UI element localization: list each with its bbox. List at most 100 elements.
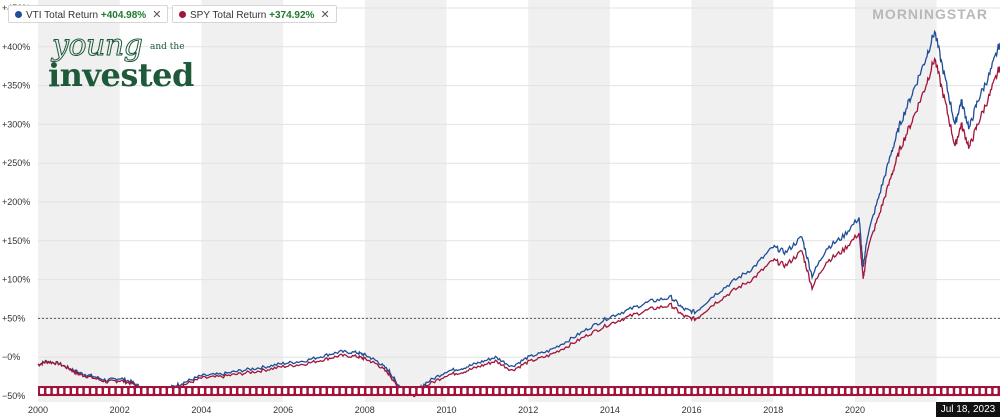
event-marker <box>436 388 441 394</box>
y-tick-label: −50% <box>2 391 25 401</box>
event-marker <box>513 388 518 394</box>
event-marker <box>782 388 787 394</box>
event-marker <box>200 388 204 394</box>
morningstar-brand: MORNINGSTAR <box>872 6 988 22</box>
event-marker <box>788 388 793 394</box>
event-marker <box>948 388 953 394</box>
y-tick-label: +200% <box>2 197 30 207</box>
event-marker <box>91 388 96 394</box>
event-marker <box>808 388 812 394</box>
event-marker <box>385 388 390 394</box>
event-marker <box>558 388 563 394</box>
event-marker <box>321 388 326 394</box>
y-tick-label: +350% <box>2 81 30 91</box>
event-marker <box>424 388 428 394</box>
event-marker <box>552 388 556 394</box>
event-marker <box>449 388 454 394</box>
legend-item-vti[interactable]: VTI Total Return +404.98% ✕ <box>8 5 169 23</box>
event-marker <box>507 388 512 394</box>
legend-spy-name: SPY Total Return <box>190 10 267 21</box>
event-marker <box>475 388 480 394</box>
event-marker <box>974 388 979 394</box>
event-marker <box>97 388 102 394</box>
event-marker <box>820 388 825 394</box>
event-marker <box>840 388 844 394</box>
event-marker <box>846 388 851 394</box>
event-marker <box>302 388 307 394</box>
event-marker <box>334 388 339 394</box>
event-marker <box>161 388 166 394</box>
logo-line-invested: invested <box>48 56 194 94</box>
event-marker <box>699 388 704 394</box>
alternating-year-bands <box>38 0 937 402</box>
event-marker <box>372 388 377 394</box>
event-marker <box>347 388 352 394</box>
event-marker <box>872 388 876 394</box>
event-marker <box>878 388 883 394</box>
event-marker <box>993 388 998 394</box>
event-marker <box>225 388 230 394</box>
event-marker <box>584 388 588 394</box>
event-marker <box>968 388 972 394</box>
y-tick-label: +250% <box>2 158 30 168</box>
event-marker <box>481 388 486 394</box>
event-marker <box>187 388 192 394</box>
event-marker <box>955 388 960 394</box>
event-marker <box>763 388 768 394</box>
close-icon[interactable]: ✕ <box>320 9 330 21</box>
event-marker <box>456 388 460 394</box>
year-band-2012 <box>528 0 610 402</box>
event-marker <box>148 388 153 394</box>
event-marker <box>705 388 710 394</box>
event-marker <box>987 388 992 394</box>
spy-color-dot <box>179 11 186 18</box>
event-marker <box>270 388 275 394</box>
event-marker <box>833 388 838 394</box>
event-marker <box>257 388 262 394</box>
event-marker <box>276 388 281 394</box>
event-marker <box>65 388 70 394</box>
legend-vti-name: VTI Total Return <box>26 10 99 21</box>
event-marker <box>468 388 473 394</box>
event-marker <box>340 388 345 394</box>
event-marker <box>603 388 608 394</box>
event-marker <box>910 388 915 394</box>
event-marker <box>635 388 640 394</box>
event-marker <box>686 388 691 394</box>
legend-spy-return: +374.92% <box>269 10 315 21</box>
y-tick-label: +50% <box>2 313 25 323</box>
event-marker <box>545 388 550 394</box>
event-marker <box>142 388 147 394</box>
year-band-2020 <box>854 0 937 402</box>
event-marker <box>136 388 140 394</box>
x-tick-label: 2014 <box>600 405 620 415</box>
event-marker <box>929 388 934 394</box>
event-marker <box>360 388 364 394</box>
event-marker <box>859 388 864 394</box>
event-marker <box>443 388 448 394</box>
event-marker <box>865 388 870 394</box>
event-marker <box>744 388 748 394</box>
event-marker <box>206 388 211 394</box>
x-tick-label: 2002 <box>110 405 130 415</box>
event-marker <box>251 388 256 394</box>
event-marker <box>264 388 268 394</box>
event-marker <box>494 388 499 394</box>
x-tick-label: 2020 <box>845 405 865 415</box>
event-marker <box>59 388 64 394</box>
y-tick-label: −0% <box>2 352 20 362</box>
event-marker <box>936 388 940 394</box>
event-marker <box>737 388 742 394</box>
event-marker <box>564 388 569 394</box>
event-marker <box>398 388 403 394</box>
close-icon[interactable]: ✕ <box>152 9 162 21</box>
event-marker <box>801 388 806 394</box>
event-marker <box>78 388 83 394</box>
y-tick-label: +300% <box>2 119 30 129</box>
event-marker <box>353 388 358 394</box>
legend-item-spy[interactable]: SPY Total Return +374.92% ✕ <box>172 5 337 23</box>
event-marker <box>219 388 224 394</box>
event-marker <box>40 388 44 394</box>
event-marker <box>116 388 121 394</box>
year-band-2004 <box>201 0 284 402</box>
